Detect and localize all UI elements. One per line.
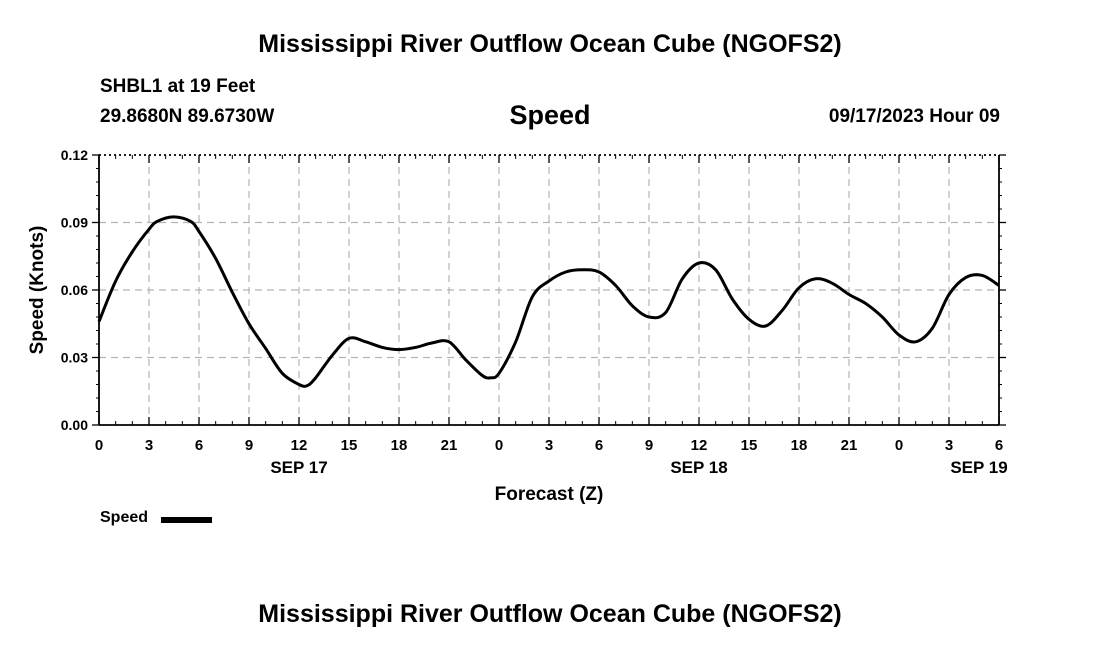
x-tick-label: 15 (341, 437, 358, 454)
date-label: SEP 19 (950, 458, 1007, 477)
x-tick-label: 0 (95, 437, 103, 454)
x-tick-label: 6 (195, 437, 203, 454)
y-axis-title: Speed (Knots) (27, 226, 48, 355)
station-coordinates: 29.8680N 89.6730W (100, 106, 275, 127)
x-tick-label: 6 (995, 437, 1003, 454)
legend-line-swatch (161, 517, 212, 523)
legend-label: Speed (100, 509, 149, 526)
x-tick-label: 3 (945, 437, 953, 454)
forecast-datetime: 09/17/2023 Hour 09 (828, 106, 1000, 127)
x-axis-title: Forecast (Z) (495, 484, 604, 505)
x-tick-label: 0 (495, 437, 503, 454)
x-tick-label: 18 (791, 437, 808, 454)
parameter-title: Speed (509, 100, 591, 130)
x-tick-label: 0 (895, 437, 903, 454)
date-label: SEP 17 (270, 458, 327, 477)
chart-title: Mississippi River Outflow Ocean Cube (NG… (258, 30, 842, 58)
series-line-speed (97, 215, 1000, 388)
date-label: SEP 18 (670, 458, 727, 477)
x-tick-label: 9 (645, 437, 653, 454)
x-tick-label: 18 (391, 437, 408, 454)
y-tick-label: 0.06 (61, 282, 88, 298)
x-tick-label: 6 (595, 437, 603, 454)
y-tick-label: 0.03 (61, 350, 88, 366)
x-tick-label: 3 (545, 437, 553, 454)
footer-title: Mississippi River Outflow Ocean Cube (NG… (258, 600, 842, 628)
x-tick-label: 21 (841, 437, 858, 454)
station-label: SHBL1 at 19 Feet (100, 76, 256, 97)
x-tick-label: 21 (441, 437, 458, 454)
x-tick-label: 15 (741, 437, 758, 454)
y-tick-label: 0.09 (61, 215, 88, 231)
x-tick-label: 12 (691, 437, 708, 454)
x-tick-label: 12 (291, 437, 308, 454)
x-tick-label: 9 (245, 437, 253, 454)
y-tick-label: 0.00 (61, 417, 88, 433)
x-tick-label: 3 (145, 437, 153, 454)
y-tick-label: 0.12 (61, 147, 88, 163)
